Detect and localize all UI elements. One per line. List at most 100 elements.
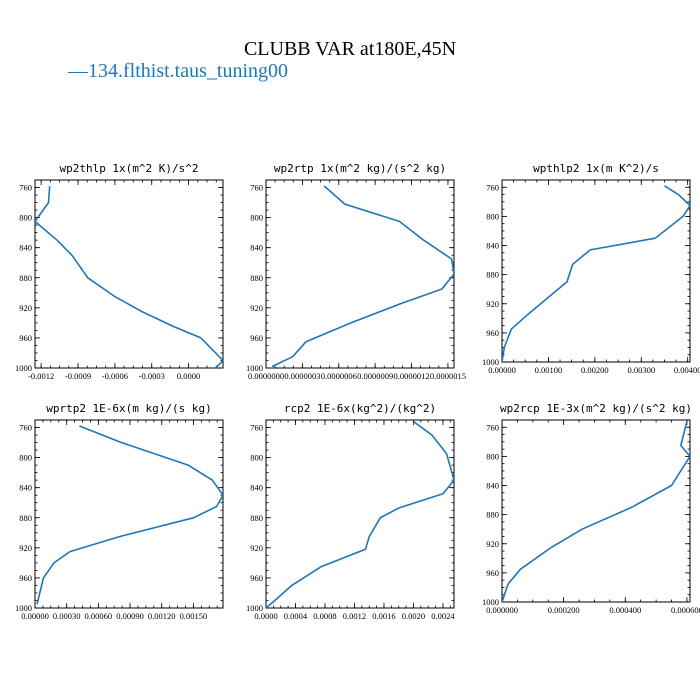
panel-5: rcp2 1E-6x(kg^2)/(kg^2) 760 800 840 880 920 96… bbox=[246, 402, 455, 621]
y-tick-label: 840 bbox=[250, 243, 263, 253]
y-tick-label: 880 bbox=[486, 270, 499, 280]
x-tick-label: 0.0000015 bbox=[430, 371, 466, 381]
series-line bbox=[36, 425, 223, 605]
x-tick-label: 0.00000 bbox=[21, 611, 49, 621]
x-tick-label: 0.00090 bbox=[116, 611, 144, 621]
y-tick-label: 840 bbox=[486, 481, 499, 491]
x-tick-label: 0.0000012 bbox=[393, 371, 429, 381]
x-tick-label: 0.000600 bbox=[671, 605, 700, 615]
x-tick-label: -0.0006 bbox=[102, 371, 128, 381]
y-tick-label: 800 bbox=[250, 213, 263, 223]
x-tick-label: 0.0016 bbox=[372, 611, 395, 621]
x-tick-label: 0.000400 bbox=[609, 605, 641, 615]
y-tick-label: 840 bbox=[250, 483, 263, 493]
plot-frame bbox=[34, 419, 224, 609]
y-tick-label: 960 bbox=[486, 568, 499, 578]
panel-title: wpthlp2 1x(m K^2)/s bbox=[533, 162, 659, 175]
x-tick-label: 0.00400 bbox=[674, 365, 700, 375]
y-tick-label: 1000 bbox=[246, 603, 263, 613]
x-tick-label: 0.00200 bbox=[581, 365, 609, 375]
y-tick-label: 1000 bbox=[15, 363, 32, 373]
panel-2: wp2rtp 1x(m^2 kg)/(s^2 kg) 760 800 840 880 92… bbox=[246, 162, 466, 381]
y-tick-label: 760 bbox=[19, 183, 32, 193]
x-tick-label: 0.0004 bbox=[284, 611, 308, 621]
figure-title: CLUBB VAR at180E,45N bbox=[244, 38, 456, 60]
x-tick-label: 0.0000006 bbox=[321, 371, 357, 381]
y-tick-label: 760 bbox=[250, 183, 263, 193]
plot-frame bbox=[265, 419, 455, 609]
y-tick-label: 1000 bbox=[482, 597, 499, 607]
plot-frame bbox=[34, 179, 224, 369]
series-line bbox=[271, 185, 454, 368]
x-tick-label: 0.00060 bbox=[85, 611, 113, 621]
y-tick-label: 1000 bbox=[246, 363, 263, 373]
x-tick-label: 0.0000000 bbox=[248, 371, 284, 381]
y-tick-label: 840 bbox=[486, 241, 499, 251]
x-tick-label: 0.00150 bbox=[180, 611, 208, 621]
x-tick-label: 0.0000009 bbox=[357, 371, 393, 381]
y-tick-label: 920 bbox=[250, 543, 263, 553]
y-tick-label: 960 bbox=[19, 573, 32, 583]
series-line bbox=[266, 420, 454, 608]
y-tick-label: 760 bbox=[486, 182, 499, 192]
series-line bbox=[502, 185, 690, 362]
y-tick-label: 800 bbox=[19, 213, 32, 223]
x-tick-label: 0.0000 bbox=[177, 371, 200, 381]
x-tick-label: 0.00100 bbox=[535, 365, 563, 375]
x-tick-label: 0.00030 bbox=[53, 611, 81, 621]
y-tick-label: 800 bbox=[19, 453, 32, 463]
y-tick-label: 800 bbox=[486, 451, 499, 461]
panel-title: wp2rcp 1E-3x(m^2 kg)/(s^2 kg) bbox=[500, 402, 692, 415]
panel-title: wp2rtp 1x(m^2 kg)/(s^2 kg) bbox=[274, 162, 446, 175]
panel-1: wp2thlp 1x(m^2 K)/s^2 760 800 840 880 920 960 1… bbox=[15, 162, 224, 381]
y-tick-label: 880 bbox=[250, 273, 263, 283]
y-tick-label: 760 bbox=[19, 423, 32, 433]
x-tick-label: 0.0008 bbox=[313, 611, 336, 621]
panel-title: rcp2 1E-6x(kg^2)/(kg^2) bbox=[284, 402, 436, 415]
x-tick-label: 0.000200 bbox=[548, 605, 580, 615]
y-tick-label: 960 bbox=[19, 333, 32, 343]
legend-line-symbol: — bbox=[67, 60, 89, 82]
x-tick-label: -0.0003 bbox=[139, 371, 165, 381]
x-tick-label: 0.00120 bbox=[148, 611, 176, 621]
x-tick-label: 0.0000 bbox=[254, 611, 277, 621]
x-tick-label: 0.0012 bbox=[343, 611, 366, 621]
plot-frame bbox=[501, 419, 691, 603]
series-line bbox=[35, 185, 223, 368]
y-tick-label: 920 bbox=[250, 303, 263, 313]
y-tick-label: 1000 bbox=[482, 357, 499, 367]
y-tick-label: 960 bbox=[250, 573, 263, 583]
panel-6: wp2rcp 1E-3x(m^2 kg)/(s^2 kg)760 800 840 88… bbox=[482, 402, 700, 615]
y-tick-label: 1000 bbox=[15, 603, 32, 613]
legend-label: 134.flthist.taus_tuning00 bbox=[88, 60, 288, 82]
y-tick-label: 920 bbox=[19, 303, 32, 313]
y-tick-label: 760 bbox=[250, 423, 263, 433]
y-tick-label: 920 bbox=[486, 539, 499, 549]
y-tick-label: 920 bbox=[486, 299, 499, 309]
x-tick-label: 0.00000 bbox=[488, 365, 516, 375]
y-tick-label: 960 bbox=[250, 333, 263, 343]
y-tick-label: 840 bbox=[19, 243, 32, 253]
y-tick-label: 880 bbox=[250, 513, 263, 523]
panel-title: wprtp2 1E-6x(m kg)/(s kg) bbox=[46, 402, 212, 415]
y-tick-label: 880 bbox=[19, 273, 32, 283]
x-tick-label: 0.000000 bbox=[486, 605, 518, 615]
y-tick-label: 960 bbox=[486, 328, 499, 338]
panel-3: wpthlp2 1x(m K^2)/s 760 800 840 880 920 960 100… bbox=[482, 162, 700, 375]
panel-title: wp2thlp 1x(m^2 K)/s^2 bbox=[59, 162, 198, 175]
y-tick-label: 760 bbox=[486, 422, 499, 432]
x-tick-label: 0.00300 bbox=[627, 365, 655, 375]
y-tick-label: 800 bbox=[486, 211, 499, 221]
panel-grid: wp2thlp 1x(m^2 K)/s^2 760 800 840 880 920 960 1… bbox=[15, 162, 700, 621]
panel-4: wprtp2 1E-6x(m kg)/(s kg) 760 800 840 880 920… bbox=[15, 402, 224, 621]
x-tick-label: -0.0009 bbox=[65, 371, 91, 381]
y-tick-label: 800 bbox=[250, 453, 263, 463]
x-tick-label: -0.0012 bbox=[28, 371, 54, 381]
y-tick-label: 920 bbox=[19, 543, 32, 553]
y-tick-label: 880 bbox=[486, 510, 499, 520]
legend: — 134.flthist.taus_tuning00 bbox=[67, 60, 288, 82]
x-tick-label: 0.0000003 bbox=[284, 371, 320, 381]
series-line bbox=[502, 421, 690, 602]
x-tick-label: 0.0020 bbox=[402, 611, 425, 621]
